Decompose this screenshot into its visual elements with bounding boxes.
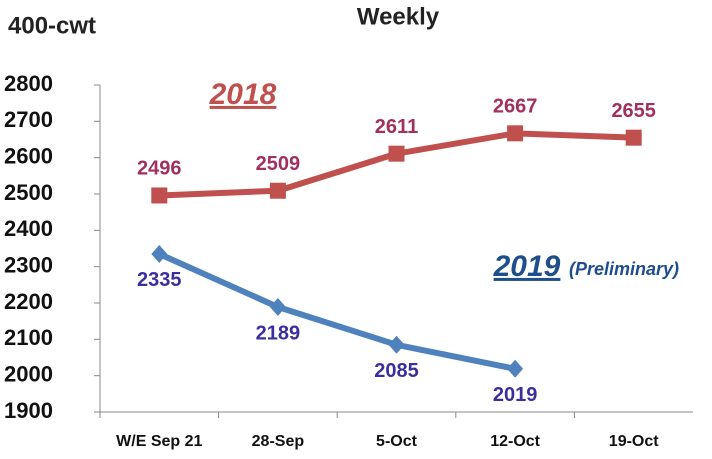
- marker: [151, 187, 168, 204]
- y-tick-label: 2300: [4, 252, 53, 277]
- y-axis-label: 400-cwt: [8, 12, 96, 39]
- y-tick-label: 2400: [4, 216, 53, 241]
- y-tick-label: 2200: [4, 289, 53, 314]
- y-tick-label: 1900: [4, 398, 53, 423]
- marker: [388, 335, 405, 354]
- data-label: 2019: [493, 384, 538, 406]
- marker: [269, 182, 286, 199]
- x-tick-label: 19-Oct: [609, 433, 659, 450]
- x-tick-label: 28-Sep: [252, 433, 305, 450]
- data-label: 2655: [611, 100, 656, 122]
- marker: [625, 129, 642, 146]
- chart-title: Weekly: [357, 3, 440, 30]
- marker: [269, 297, 286, 316]
- series-line: [159, 130, 634, 199]
- y-tick-label: 2100: [4, 325, 53, 350]
- marker: [151, 244, 168, 263]
- series-line: [158, 251, 516, 372]
- series-label: 2019: [493, 250, 561, 283]
- marker: [507, 359, 524, 378]
- x-tick-label: 12-Oct: [490, 433, 540, 450]
- y-tick-label: 2500: [4, 180, 53, 205]
- y-tick-label: 2000: [4, 361, 53, 386]
- data-label: 2509: [256, 153, 301, 175]
- data-label: 2085: [374, 360, 419, 382]
- marker: [507, 125, 524, 142]
- series-label: 2018: [209, 78, 277, 111]
- data-label: 2335: [137, 269, 182, 291]
- data-label: 2189: [256, 322, 301, 344]
- x-tick-label: W/E Sep 21: [116, 433, 202, 450]
- annotation: (Preliminary): [569, 259, 679, 279]
- marker: [388, 145, 405, 162]
- y-tick-label: 2700: [4, 107, 53, 132]
- y-tick-label: 2600: [4, 143, 53, 168]
- data-label: 2667: [493, 96, 538, 118]
- data-label: 2611: [375, 116, 418, 138]
- data-label: 2496: [137, 158, 182, 180]
- y-tick-label: 2800: [4, 71, 53, 96]
- x-tick-label: 5-Oct: [376, 433, 418, 450]
